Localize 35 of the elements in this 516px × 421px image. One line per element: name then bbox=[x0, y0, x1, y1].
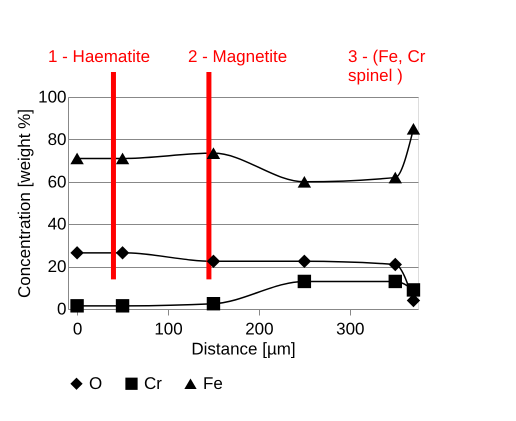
point bbox=[406, 122, 420, 135]
legend-label: O bbox=[89, 374, 102, 393]
point bbox=[298, 274, 312, 288]
point bbox=[406, 283, 420, 297]
x-axis-title: Distance [µm] bbox=[191, 340, 296, 358]
point bbox=[206, 147, 220, 159]
point bbox=[206, 296, 220, 310]
point bbox=[206, 254, 220, 268]
y-tick-label: 80 bbox=[48, 130, 66, 149]
point bbox=[388, 258, 402, 272]
x-tick-label: 0 bbox=[72, 320, 82, 338]
point bbox=[388, 274, 402, 288]
text: 2 - Magnetite bbox=[188, 47, 288, 66]
y-tick-label: 100 bbox=[38, 88, 66, 106]
point bbox=[116, 246, 130, 260]
legend-label: Fe bbox=[203, 374, 223, 393]
y-axis-title: Concentration [weight %] bbox=[15, 109, 34, 298]
point bbox=[70, 152, 84, 164]
point bbox=[388, 172, 402, 184]
text: 3 - (Fe, Cr spinel ) bbox=[348, 47, 426, 85]
x-tick-label: 200 bbox=[245, 320, 274, 338]
point bbox=[298, 254, 312, 268]
point bbox=[298, 176, 312, 188]
x-tick-label: 100 bbox=[154, 320, 183, 338]
point bbox=[70, 246, 84, 260]
point bbox=[116, 299, 130, 313]
y-tick-label: 0 bbox=[57, 300, 66, 318]
y-tick-label: 40 bbox=[48, 214, 66, 234]
legend-label: Cr bbox=[144, 374, 162, 393]
y-tick-label: 60 bbox=[48, 172, 66, 192]
point bbox=[70, 299, 84, 313]
text: 1 - Haematite bbox=[48, 47, 150, 66]
x-tick-label: 300 bbox=[336, 320, 365, 338]
y-tick-label: 20 bbox=[48, 257, 66, 276]
point bbox=[116, 152, 130, 164]
